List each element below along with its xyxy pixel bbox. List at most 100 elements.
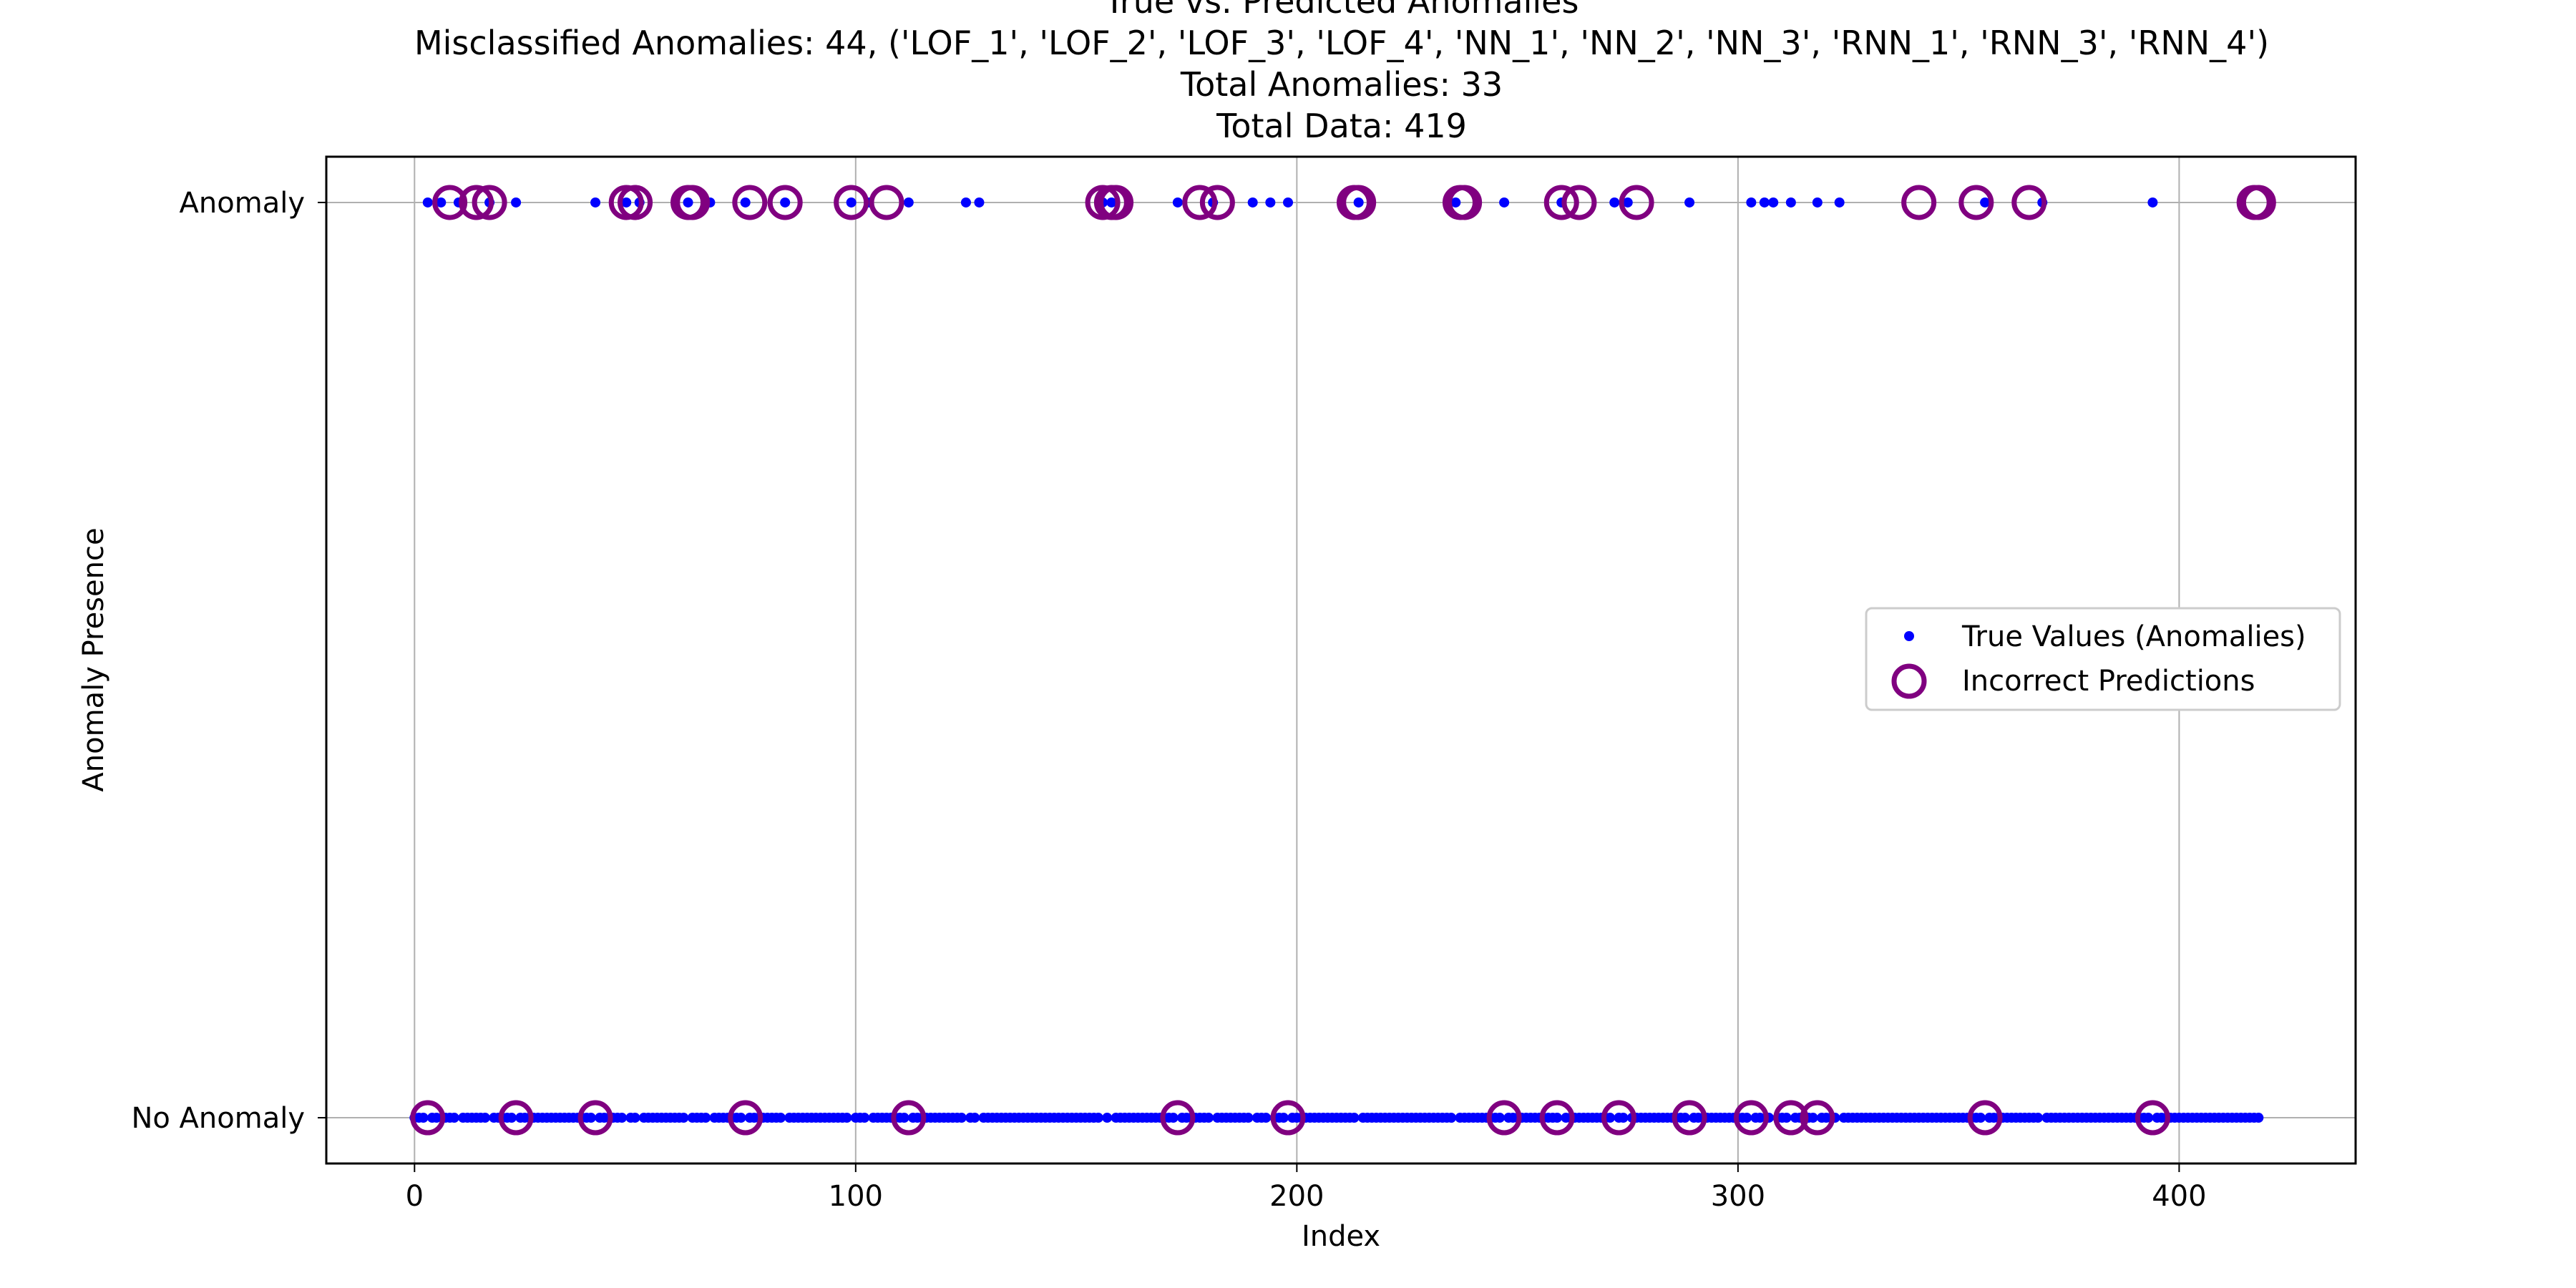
legend-label-incorrect-predictions: Incorrect Predictions — [1962, 665, 2255, 698]
true-value-point — [903, 197, 914, 208]
incorrect-prediction-point — [2240, 185, 2276, 220]
incorrect-prediction-point — [459, 185, 494, 220]
incorrect-prediction-point — [2011, 185, 2047, 220]
true-value-point — [436, 197, 447, 208]
incorrect-prediction-point — [472, 185, 507, 220]
incorrect-prediction-point — [2135, 1100, 2170, 1136]
incorrect-prediction-point — [728, 1100, 763, 1136]
true-value-point — [846, 197, 857, 208]
title-line-2: Misclassified Anomalies: 44, ('LOF_1', '… — [414, 24, 2269, 62]
true-value-point — [1785, 197, 1796, 208]
incorrect-prediction-point — [1733, 1100, 1769, 1136]
true-value-point — [960, 197, 971, 208]
true-value-point — [1494, 1113, 1505, 1123]
incorrect-prediction-point — [732, 185, 768, 220]
true-value-point — [1349, 1113, 1360, 1123]
true-value-point — [1552, 1113, 1563, 1123]
true-value-point — [2033, 1113, 2044, 1123]
incorrect-prediction-point — [1958, 185, 1994, 220]
incorrect-prediction-point — [767, 185, 803, 220]
true-value-point — [1261, 1113, 1272, 1123]
legend: True Values (Anomalies) Incorrect Predic… — [1865, 607, 2341, 711]
true-value-point — [2147, 197, 2158, 208]
true-value-point — [974, 197, 985, 208]
incorrect-prediction-point — [432, 185, 468, 220]
incorrect-prediction-point — [1447, 185, 1483, 220]
true-value-point — [1768, 197, 1779, 208]
true-value-point — [1278, 1113, 1289, 1123]
incorrect-prediction-point — [410, 1100, 446, 1136]
incorrect-prediction-point — [1182, 185, 1218, 220]
true-value-point — [1622, 197, 1633, 208]
incorrect-prediction-point — [891, 1100, 927, 1136]
true-value-point — [2253, 1113, 2264, 1123]
true-value-point — [1204, 1113, 1214, 1123]
true-value-point — [1812, 197, 1823, 208]
true-value-point — [956, 1113, 967, 1123]
incorrect-prediction-point — [1672, 1100, 1707, 1136]
true-value-point — [422, 197, 433, 208]
true-value-point — [1781, 1113, 1792, 1123]
true-value-point — [970, 1113, 980, 1123]
true-value-point — [1265, 197, 1276, 208]
legend-dot-marker — [1904, 631, 1914, 641]
true-value-point — [418, 1113, 429, 1123]
incorrect-prediction-point — [577, 1100, 613, 1136]
true-value-point — [1168, 1113, 1179, 1123]
incorrect-prediction-point — [869, 185, 904, 220]
true-value-point — [1746, 197, 1757, 208]
true-value-point — [1618, 1113, 1629, 1123]
incorrect-prediction-point — [618, 185, 653, 220]
incorrect-prediction-point — [1539, 1100, 1575, 1136]
true-value-point — [678, 1113, 689, 1123]
true-value-point — [1609, 197, 1620, 208]
true-value-point — [899, 1113, 909, 1123]
true-value-point — [1102, 1113, 1113, 1123]
x-axis-label: Index — [1302, 1220, 1380, 1253]
true-value-point — [506, 1113, 517, 1123]
y-axis-label: Anomaly Presence — [77, 527, 110, 791]
true-value-point — [740, 197, 751, 208]
incorrect-prediction-point — [1773, 1100, 1809, 1136]
incorrect-prediction-point — [1619, 185, 1654, 220]
true-value-point — [1759, 197, 1770, 208]
incorrect-prediction-point — [1486, 1100, 1522, 1136]
incorrect-prediction-point — [1561, 185, 1597, 220]
true-value-point — [431, 1113, 442, 1123]
incorrect-prediction-point — [1800, 1100, 1835, 1136]
true-value-point — [1742, 1113, 1752, 1123]
legend-box — [1865, 607, 2341, 711]
incorrect-prediction-point — [1270, 1100, 1306, 1136]
x-tick-label: 0 — [406, 1180, 424, 1213]
y-tick-label: Anomaly — [180, 187, 305, 220]
title-line-3: Total Anomalies: 33 — [1180, 65, 1503, 104]
true-value-point — [1605, 1113, 1616, 1123]
true-value-point — [630, 1113, 640, 1123]
true-value-point — [1247, 197, 1258, 208]
true-value-point — [1446, 1113, 1457, 1123]
incorrect-prediction-point — [1160, 1100, 1196, 1136]
title-line-4: Total Data: 419 — [1216, 107, 1467, 145]
true-value-point — [780, 197, 791, 208]
incorrect-prediction-point — [834, 185, 869, 220]
incorrect-prediction-point — [1341, 185, 1377, 220]
true-value-point — [617, 1113, 628, 1123]
true-value-point — [479, 1113, 490, 1123]
true-value-point — [683, 197, 693, 208]
legend-label-true-values: True Values (Anomalies) — [1961, 620, 2306, 653]
true-value-point — [621, 197, 632, 208]
y-tick-label: No Anomaly — [131, 1102, 305, 1135]
incorrect-prediction-point — [1967, 1100, 2003, 1136]
x-tick-label: 200 — [1269, 1180, 1324, 1213]
true-value-point — [1106, 197, 1117, 208]
true-value-point — [1755, 1113, 1765, 1123]
incorrect-prediction-point — [675, 185, 711, 220]
true-value-point — [1172, 197, 1183, 208]
incorrect-prediction-point — [498, 1100, 534, 1136]
true-value-point — [1807, 1113, 1818, 1123]
incorrect-prediction-point — [1901, 185, 1937, 220]
true-value-point — [701, 1113, 711, 1123]
true-value-point — [585, 1113, 596, 1123]
incorrect-prediction-point — [1601, 1100, 1636, 1136]
true-value-point — [1243, 1113, 1254, 1123]
